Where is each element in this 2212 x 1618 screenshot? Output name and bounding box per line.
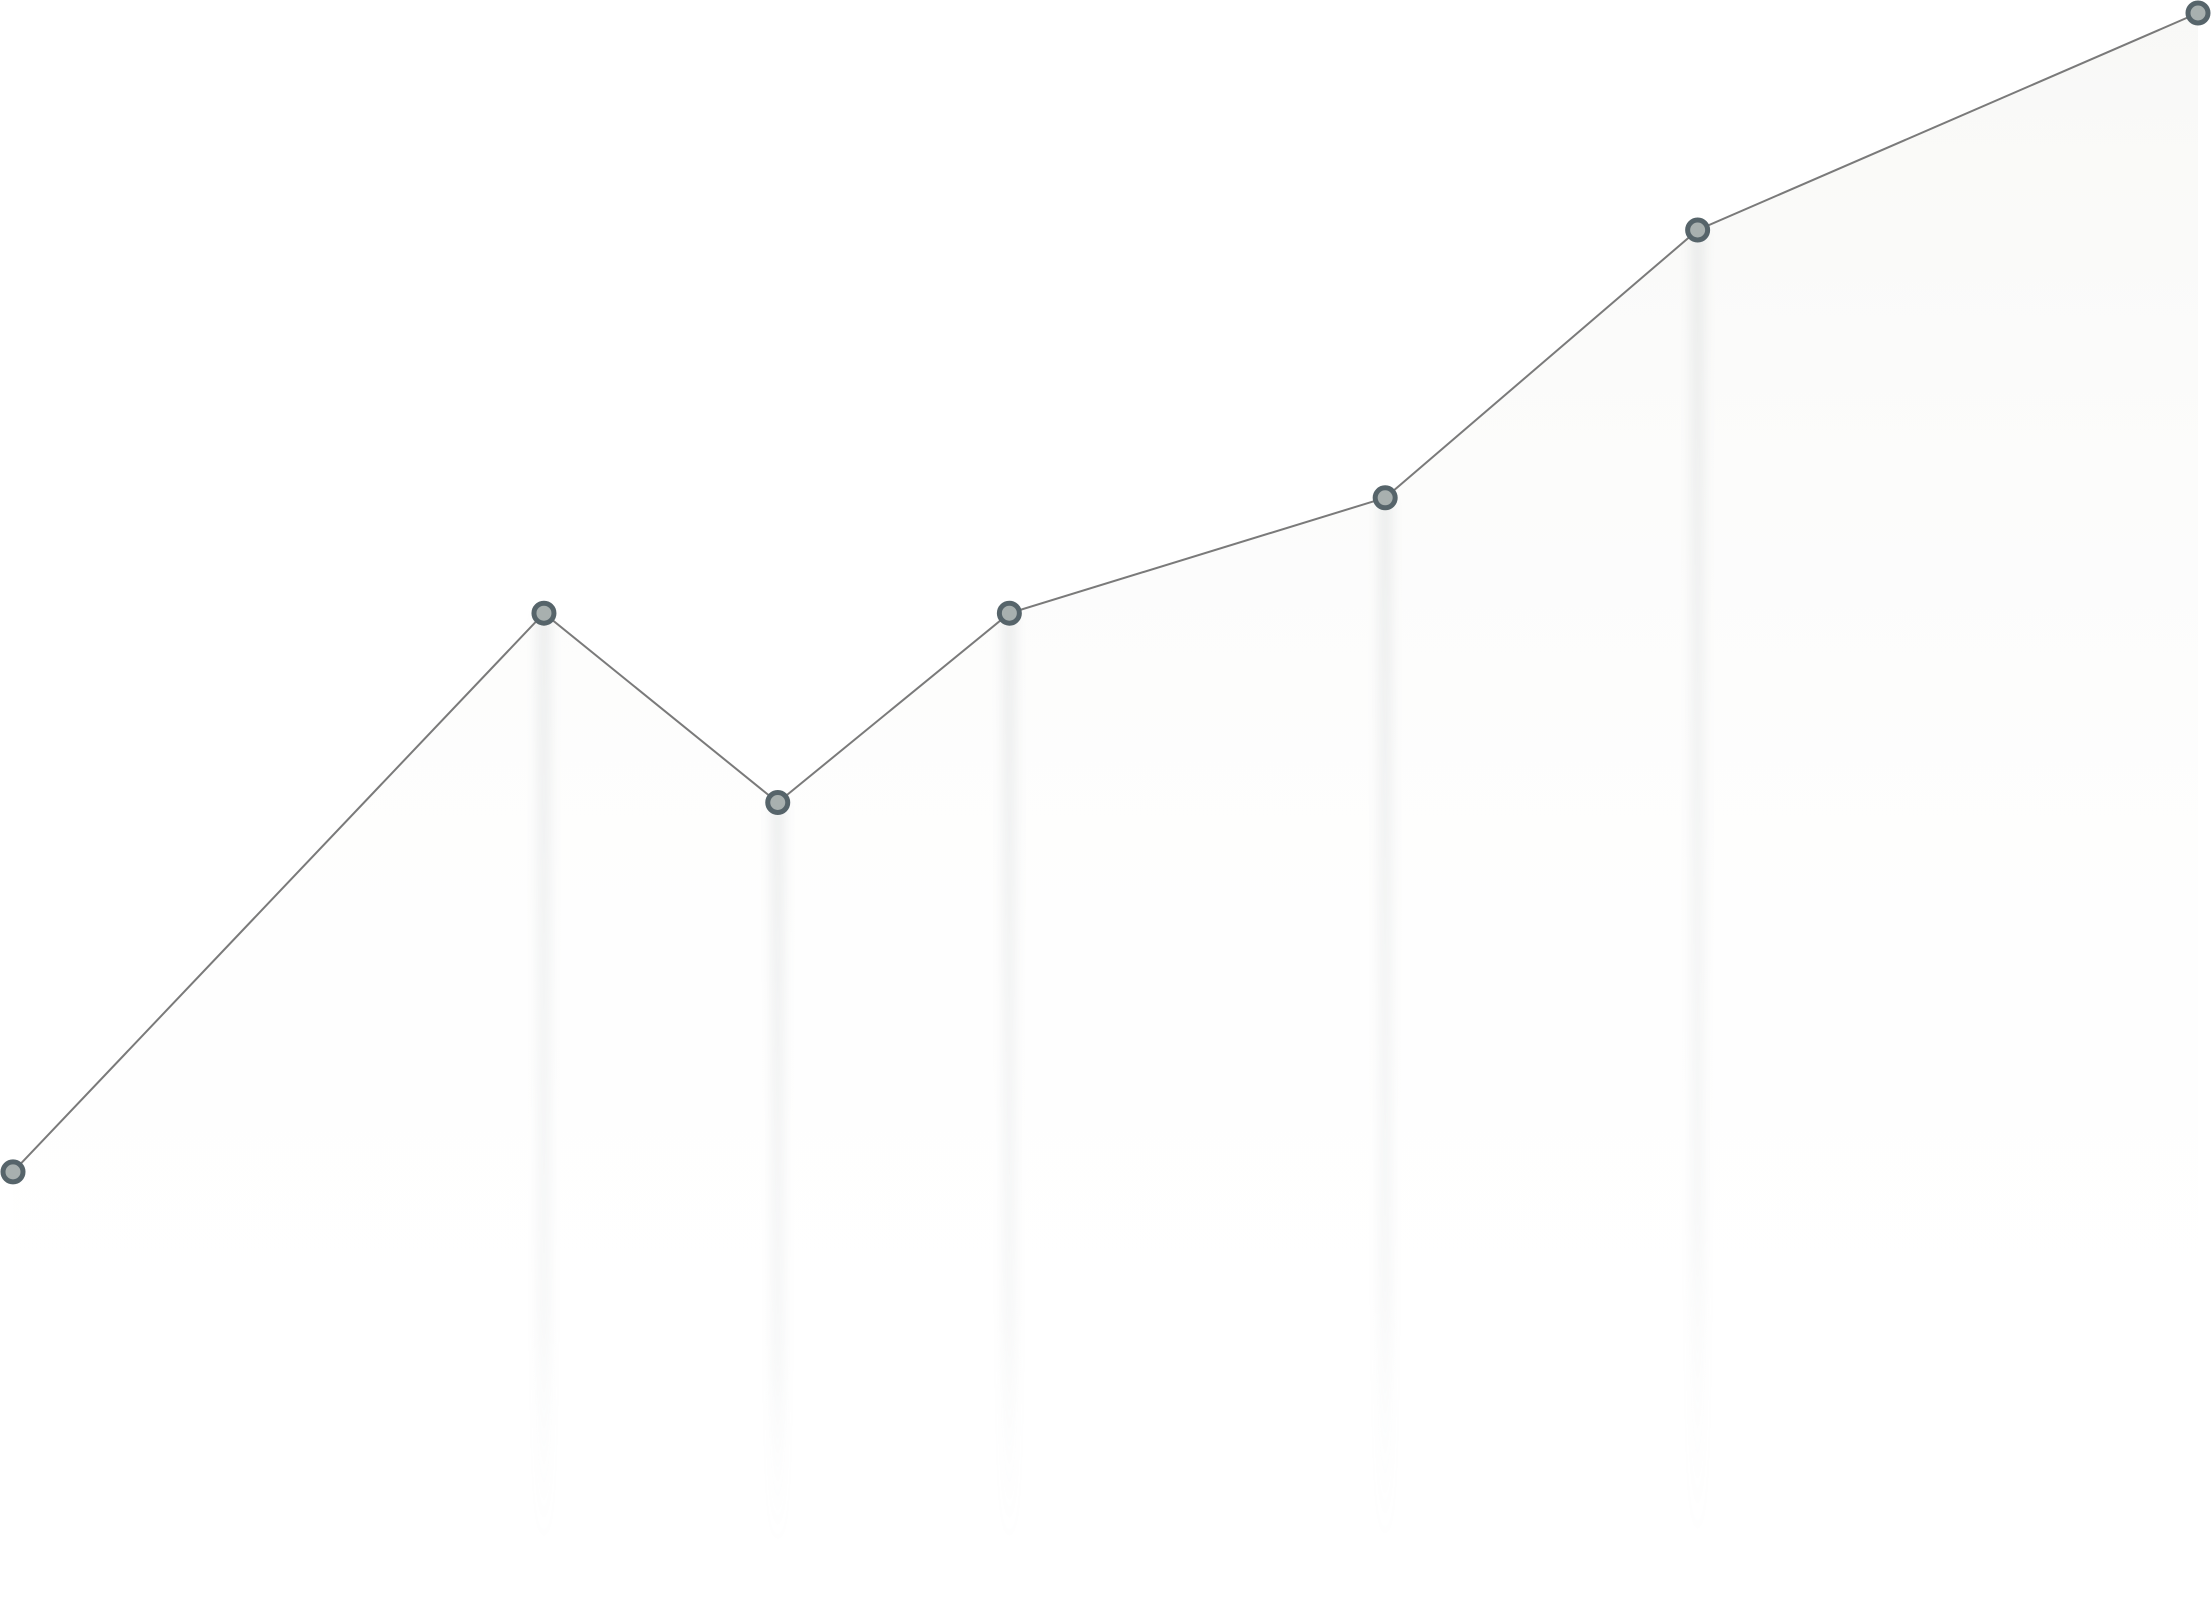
- data-point: [1372, 485, 1398, 511]
- area-fill: [13, 13, 2198, 1552]
- data-point: [0, 1159, 26, 1185]
- data-point: [2185, 0, 2211, 26]
- data-point: [765, 790, 791, 816]
- plot: [0, 0, 2211, 1552]
- data-point: [1685, 217, 1711, 243]
- data-point: [531, 600, 557, 626]
- data-point: [996, 600, 1022, 626]
